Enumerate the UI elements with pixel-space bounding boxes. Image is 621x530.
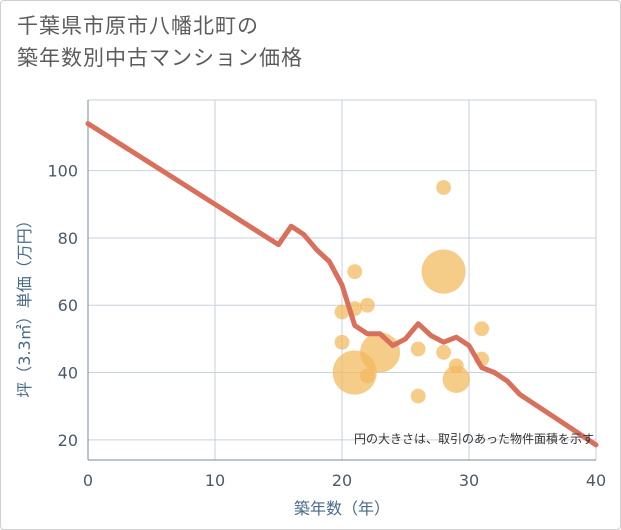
- grid-lines: [87, 99, 597, 461]
- y-axis-label: 坪（3.3㎡）単価（万円）: [15, 212, 34, 397]
- bubble-point: [474, 321, 490, 337]
- bubble-point: [334, 334, 350, 350]
- bubble-point: [360, 368, 375, 384]
- bubble-point: [421, 249, 466, 294]
- bubble-point: [410, 341, 426, 357]
- y-tick-label: 40: [58, 364, 78, 383]
- size-note: 円の大きさは、取引のあった物件面積を示す: [354, 431, 594, 446]
- x-tick-label: 30: [459, 471, 479, 490]
- bubble-point: [410, 388, 426, 404]
- bubble-point: [360, 297, 375, 313]
- axis-ticks: 0 10 20 30 40 20 40 60 80 100: [47, 162, 606, 490]
- x-tick-label: 10: [205, 471, 225, 490]
- x-axis-label: 築年数（年）: [294, 499, 390, 518]
- y-tick-label: 20: [58, 431, 78, 450]
- trend-line: [85, 121, 599, 448]
- bubble-point: [436, 344, 451, 360]
- trend-line-group: [85, 121, 599, 448]
- bubble-series: [332, 180, 490, 404]
- bubble-point: [360, 332, 401, 373]
- y-tick-label: 80: [58, 229, 78, 248]
- bubble-point: [334, 304, 350, 320]
- chart-title-line1: 千葉県市原市八幡北町の: [17, 14, 259, 38]
- x-tick-label: 20: [332, 471, 352, 490]
- chart-title: 千葉県市原市八幡北町の 築年数別中古マンション価格: [17, 10, 577, 74]
- y-tick-label: 100: [47, 162, 78, 181]
- chart-title-line2: 築年数別中古マンション価格: [17, 46, 303, 70]
- bubble-point: [442, 365, 470, 393]
- x-tick-label: 40: [586, 471, 606, 490]
- y-tick-label: 60: [58, 296, 78, 315]
- bubble-point: [436, 180, 451, 195]
- bubble-point: [347, 264, 363, 279]
- x-tick-label: 0: [83, 471, 93, 490]
